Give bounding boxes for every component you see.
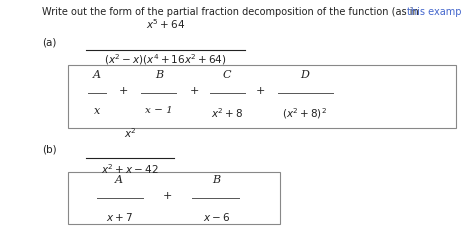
Text: Write out the form of the partial fraction decomposition of the function (as in: Write out the form of the partial fracti…: [42, 7, 422, 17]
Text: D: D: [300, 70, 309, 80]
Text: +: +: [119, 86, 128, 96]
Text: $x+7$: $x+7$: [106, 211, 133, 223]
Text: $x^2+x-42$: $x^2+x-42$: [101, 162, 159, 176]
Text: $x^2+8$: $x^2+8$: [211, 106, 243, 120]
Text: $(x^2+8)^2$: $(x^2+8)^2$: [282, 106, 327, 121]
Text: B: B: [155, 70, 163, 80]
Text: (a): (a): [42, 37, 56, 47]
Text: x − 1: x − 1: [145, 106, 173, 115]
Bar: [68, 172, 280, 224]
Text: x: x: [94, 106, 100, 116]
Text: $x^2$: $x^2$: [124, 126, 137, 140]
Bar: [68, 65, 456, 128]
Text: $x-6$: $x-6$: [202, 211, 230, 223]
Text: $x^5 + 64$: $x^5 + 64$: [146, 18, 185, 31]
Text: $(x^2-x)(x^4+16x^2+64)$: $(x^2-x)(x^4+16x^2+64)$: [104, 52, 227, 67]
Text: (b): (b): [42, 144, 56, 154]
Text: A: A: [93, 70, 101, 80]
Text: C: C: [223, 70, 231, 80]
Text: A: A: [115, 175, 123, 185]
Text: this examp: this examp: [408, 7, 462, 17]
Text: +: +: [163, 191, 173, 201]
Text: +: +: [190, 86, 199, 96]
Text: +: +: [255, 86, 265, 96]
Text: B: B: [212, 175, 220, 185]
